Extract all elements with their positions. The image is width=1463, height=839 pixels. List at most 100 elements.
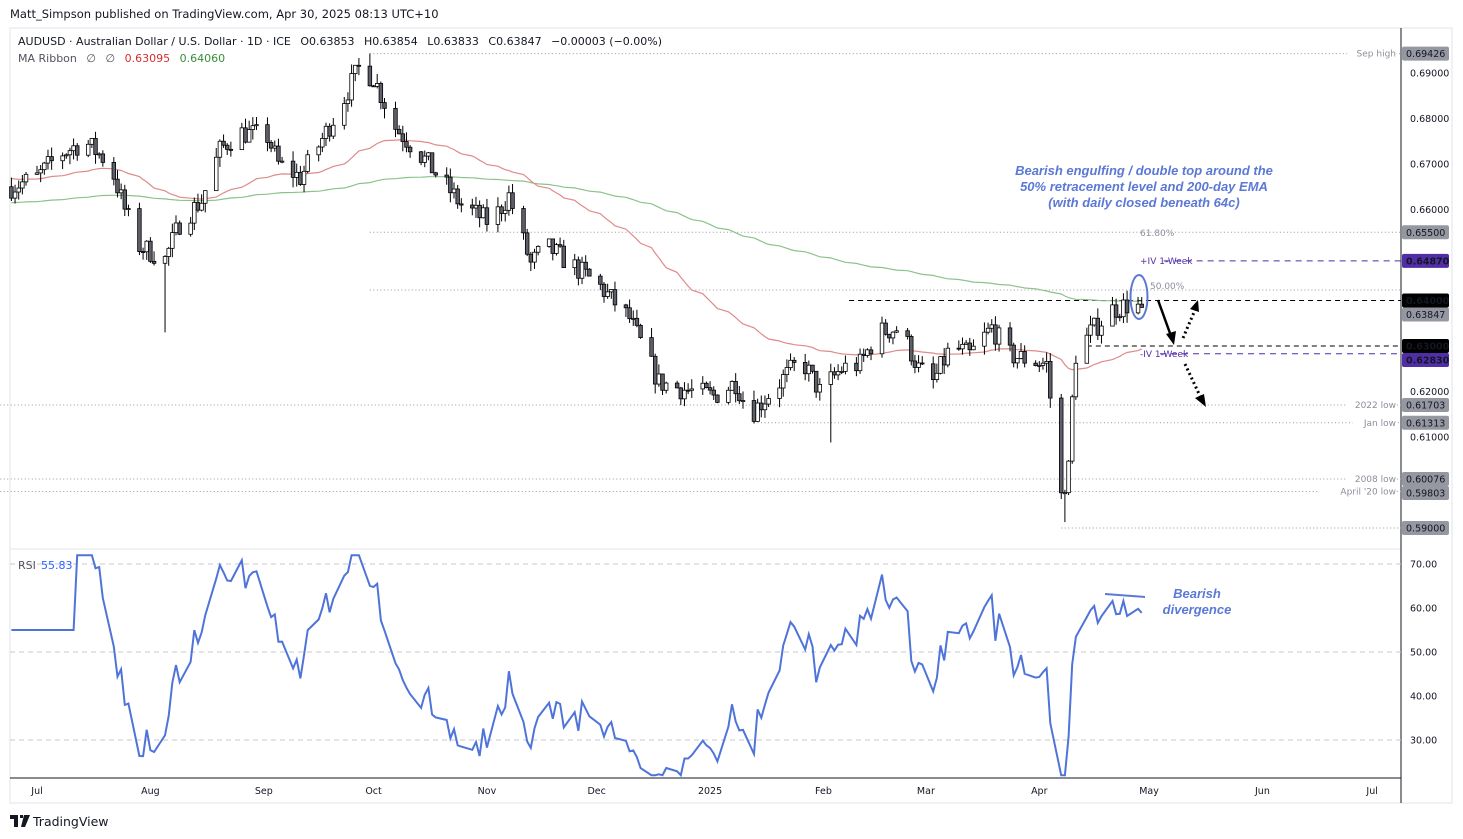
candle [126, 204, 131, 217]
candle-body [605, 291, 610, 297]
candle-body [305, 154, 310, 172]
time-tick-label: Sep [255, 786, 273, 797]
arrow-down-solid[interactable] [1156, 299, 1176, 345]
candle [700, 376, 705, 395]
candle-body [755, 402, 760, 422]
candle-body [9, 186, 14, 199]
candle [663, 381, 669, 394]
candle-body [909, 336, 914, 362]
time-tick-label: Oct [365, 786, 382, 797]
candle [243, 118, 248, 144]
level-name-bg [1347, 47, 1396, 59]
tradingview-logo[interactable]: TradingView [10, 814, 109, 829]
time-tick-label: Mar [917, 786, 935, 797]
candle [587, 268, 592, 277]
candle [682, 382, 687, 407]
candle-body [535, 246, 541, 253]
candle [484, 198, 490, 232]
candle-body [817, 384, 823, 393]
candle [173, 215, 179, 236]
arrow-down-dotted[interactable] [1183, 363, 1206, 407]
candle-body [528, 253, 534, 263]
candle [221, 134, 226, 148]
candle-body [960, 343, 965, 350]
candle-body [576, 259, 581, 279]
candle-body [634, 317, 640, 326]
candle [100, 150, 106, 167]
candle [524, 228, 530, 257]
candle-body [916, 362, 921, 368]
candle-body [45, 156, 51, 164]
candle [638, 323, 643, 339]
candle [792, 357, 797, 372]
candle [298, 165, 303, 186]
candle-body [118, 189, 124, 194]
candle-body [71, 145, 76, 152]
candle-body [1095, 317, 1101, 336]
level-name-label: 2022 low [1355, 401, 1396, 411]
candle-body [938, 356, 943, 374]
candle-body [854, 362, 859, 372]
candle-body [598, 275, 603, 285]
legend-low: L0.63833 [427, 35, 479, 48]
candle-body [342, 103, 347, 126]
candle-body [323, 125, 329, 139]
candle [1121, 293, 1126, 324]
arrow-up-dotted[interactable] [1181, 300, 1199, 339]
candle [660, 373, 665, 395]
candle [214, 148, 219, 192]
candle-body [221, 140, 226, 146]
candle-body [649, 337, 654, 357]
candle [627, 299, 632, 323]
candle-body [418, 151, 424, 163]
candle [506, 185, 512, 216]
candle [656, 364, 662, 387]
candle [353, 64, 358, 82]
time-tick-label: Apr [1031, 786, 1048, 797]
time-tick-label: Aug [141, 786, 160, 797]
candle [404, 132, 409, 153]
candle-body [1040, 362, 1046, 366]
candle-body [49, 156, 54, 162]
price-label: 0.64870 [1406, 256, 1450, 267]
candle [400, 125, 405, 152]
candle-body [170, 232, 175, 249]
candle [707, 381, 713, 395]
level-name-label: Jan low [1363, 419, 1396, 429]
candle-body [883, 322, 888, 335]
candle-body [521, 208, 526, 234]
price-tick-label: 0.62000 [1410, 387, 1449, 398]
candle [140, 247, 146, 260]
candle [67, 147, 73, 165]
candle-body [1018, 351, 1024, 359]
candle [473, 196, 479, 218]
candle [550, 238, 555, 261]
candle-body [583, 261, 588, 270]
candle [60, 152, 65, 170]
symbol-line: AUDUSD · Australian Dollar / U.S. Dollar… [18, 35, 291, 48]
candle [1066, 459, 1071, 496]
price-axis[interactable]: 0.69000 0.68000 0.67000 0.66000 0.62000 0.610… [1402, 46, 1450, 535]
candle [23, 171, 29, 186]
candle [751, 390, 757, 424]
candle [854, 357, 859, 377]
candle [912, 354, 918, 374]
chart-frame [9, 27, 1453, 804]
candle-body [1022, 351, 1027, 364]
candle [188, 216, 193, 237]
candle [1135, 296, 1141, 315]
tradingview-logo-icon [10, 815, 30, 827]
price-label-box [1402, 353, 1449, 367]
engulfing-highlight-ellipse[interactable] [1129, 274, 1149, 320]
rsi-divergence-line[interactable] [1104, 593, 1146, 598]
time-axis[interactable]: Jul Aug Sep Oct Nov Dec 2025 Feb Mar Apr May Jun Jul [30, 786, 1378, 797]
annotation-divergence-1: Bearish [1173, 586, 1221, 601]
candle-body [843, 362, 848, 372]
candle-body [813, 370, 819, 393]
candle-body [503, 209, 508, 214]
candle [217, 139, 223, 167]
candle-body [1084, 334, 1090, 364]
candle [34, 165, 40, 175]
candle [546, 238, 552, 248]
